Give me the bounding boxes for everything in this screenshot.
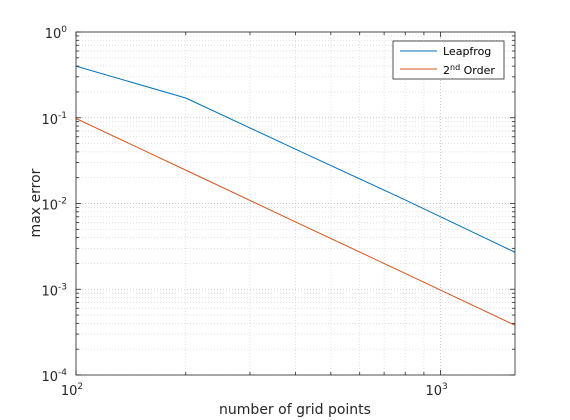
- legend-label-2nd-order-base: 2: [443, 64, 450, 77]
- legend: Leapfrog 2nd Order: [392, 40, 505, 80]
- y-tick-label: 100: [45, 25, 68, 42]
- y-tick-label: 10-3: [41, 282, 67, 299]
- y-tick-label: 10-1: [41, 111, 67, 128]
- series-line-leapfrog: [75, 65, 516, 253]
- y-tick-label-exponent: 0: [61, 25, 67, 35]
- grid: [75, 31, 515, 376]
- x-tick-label-exponent: 2: [77, 382, 83, 392]
- y-tick-label: 10-4: [41, 368, 67, 385]
- x-tick-label-base: 10: [61, 384, 78, 399]
- x-tick-label-exponent: 3: [442, 382, 448, 392]
- series-line-2nd-order: [75, 118, 516, 326]
- y-tick-label-exponent: -4: [58, 368, 67, 378]
- y-tick-label-exponent: -1: [58, 111, 67, 121]
- y-tick-label-base: 10: [45, 27, 62, 42]
- y-tick-label-base: 10: [41, 370, 58, 385]
- x-tick-label: 102: [61, 382, 83, 399]
- y-tick-label-base: 10: [41, 199, 58, 214]
- legend-box: [392, 40, 505, 80]
- y-axis-title: max error: [28, 168, 44, 237]
- legend-label-2nd-order: 2nd Order: [443, 63, 495, 77]
- series-group: [75, 65, 516, 326]
- x-axis-title: number of grid points: [219, 402, 371, 418]
- x-tick-label-base: 10: [425, 384, 442, 399]
- y-tick-label-base: 10: [41, 113, 58, 128]
- x-tick-label: 103: [425, 382, 447, 399]
- y-tick-label: 10-2: [41, 197, 67, 214]
- legend-label-2nd-order-rest: Order: [460, 64, 495, 77]
- y-tick-label-exponent: -3: [58, 282, 67, 292]
- legend-label-2nd-order-sup: nd: [450, 63, 460, 72]
- y-tick-label-base: 10: [41, 284, 58, 299]
- y-tick-label-exponent: -2: [58, 197, 67, 207]
- legend-label-leapfrog: Leapfrog: [443, 45, 491, 58]
